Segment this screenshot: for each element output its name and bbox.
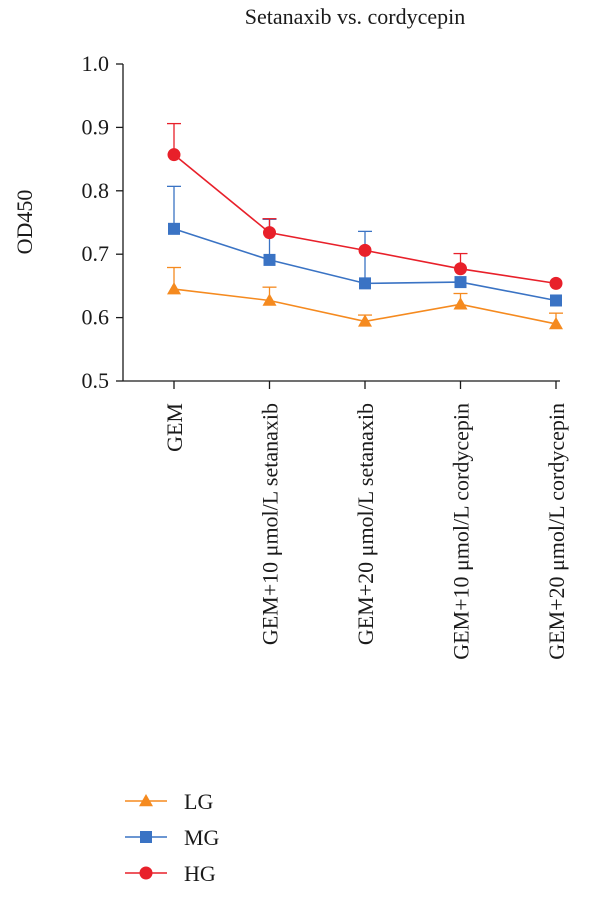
legend-label: MG xyxy=(184,825,220,850)
series-layer xyxy=(167,122,563,330)
data-point xyxy=(358,314,372,327)
data-point xyxy=(167,282,181,295)
axes: 1.0 0.9 0.8 0.7 0.6 0.5 GEM GEM+10 μmol/L setan… xyxy=(82,51,570,660)
data-point xyxy=(358,243,372,257)
y-tick-label: 0.9 xyxy=(82,114,110,139)
legend-marker xyxy=(139,794,153,807)
x-tick-label: GEM xyxy=(162,403,187,452)
data-point xyxy=(454,276,467,289)
x-tick-label: GEM+10 μmol/L cordycepin xyxy=(449,403,474,660)
y-tick-label: 0.6 xyxy=(82,305,110,330)
chart-title: Setanaxib vs. cordycepin xyxy=(245,4,466,29)
legend-item-hg: HG xyxy=(125,861,216,886)
data-point xyxy=(549,316,563,330)
legend: LG MG HG xyxy=(125,789,220,886)
y-tick-label: 1.0 xyxy=(82,51,110,76)
legend-label: LG xyxy=(184,789,213,814)
y-axis-label: OD450 xyxy=(12,190,37,255)
data-point xyxy=(168,222,180,235)
series-mg xyxy=(167,185,562,307)
data-point xyxy=(263,253,276,266)
y-tick-label: 0.8 xyxy=(82,178,110,203)
series-lg xyxy=(167,266,563,330)
legend-item-lg: LG xyxy=(125,789,213,814)
data-point xyxy=(549,276,563,290)
x-tick-label: GEM+20 μmol/L cordycepin xyxy=(544,403,569,660)
data-point xyxy=(359,277,371,290)
legend-marker xyxy=(140,831,152,843)
data-point xyxy=(453,297,468,310)
data-point xyxy=(454,262,467,276)
legend-label: HG xyxy=(184,861,216,886)
series-hg xyxy=(167,122,563,290)
y-tick-label: 0.5 xyxy=(82,368,110,393)
legend-item-mg: MG xyxy=(125,825,220,850)
x-tick-label: GEM+20 μmol/L setanaxib xyxy=(353,403,378,645)
legend-marker xyxy=(139,866,153,880)
y-tick-label: 0.7 xyxy=(82,241,110,266)
data-point xyxy=(167,148,181,162)
data-point xyxy=(262,293,277,306)
data-point xyxy=(550,294,562,307)
data-point xyxy=(263,226,276,240)
x-tick-label: GEM+10 μmol/L setanaxib xyxy=(258,403,283,645)
